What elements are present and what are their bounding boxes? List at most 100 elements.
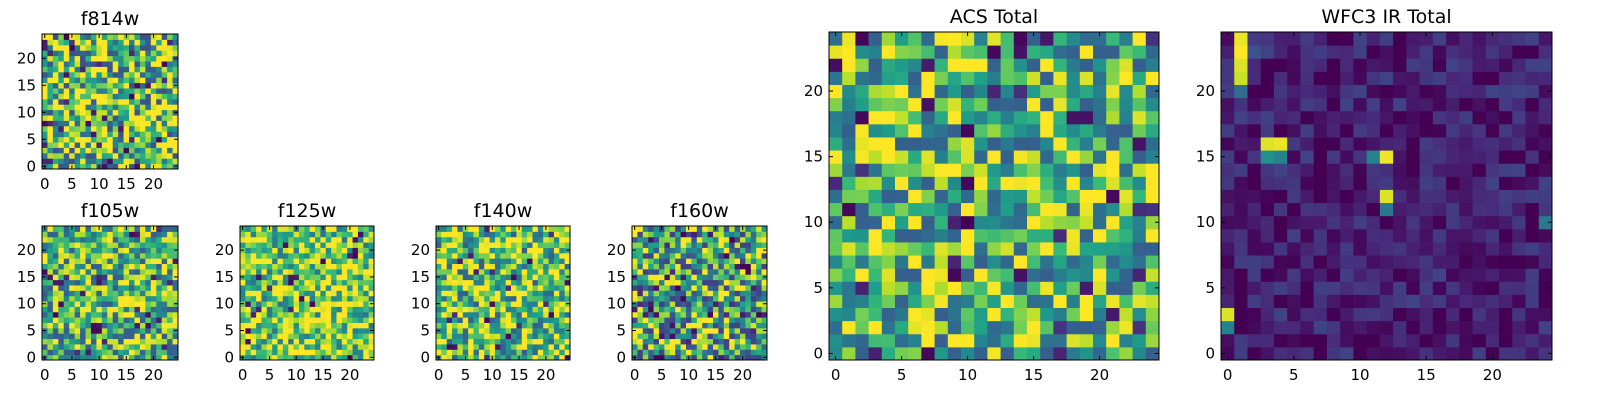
heatmap-cell: [1287, 84, 1301, 99]
heatmap-cell: [58, 317, 65, 323]
heatmap-cell: [245, 343, 252, 350]
heatmap-cell: [511, 231, 517, 238]
heatmap-cell: [112, 236, 119, 243]
heatmap-cell: [947, 163, 962, 177]
heatmap-cell: [750, 279, 757, 286]
heatmap-cell: [707, 338, 714, 345]
heatmap-cell: [457, 258, 464, 265]
heatmap-cell: [1393, 45, 1407, 59]
heatmap-cell: [272, 274, 279, 281]
heatmap-cell: [256, 284, 262, 291]
heatmap-cell: [468, 322, 475, 329]
heatmap-cell: [947, 136, 962, 151]
heatmap-cell: [648, 279, 655, 286]
heatmap-cell: [293, 306, 300, 313]
heatmap-cell: [139, 55, 146, 62]
heatmap-cell: [1512, 294, 1527, 309]
heatmap-cell: [256, 242, 262, 248]
heatmap-cell: [309, 231, 316, 238]
heatmap-cell: [761, 333, 768, 340]
heatmap-cell: [336, 231, 343, 238]
heatmap-cell: [80, 301, 87, 307]
heatmap-cell: [868, 71, 883, 85]
y-tick-label: 20: [411, 241, 430, 259]
heatmap-cell: [457, 333, 464, 340]
heatmap-cell: [1446, 163, 1460, 177]
heatmap-cell: [921, 110, 936, 125]
heatmap-cell: [908, 84, 922, 99]
heatmap-cell: [974, 71, 988, 85]
heatmap-cell: [516, 349, 523, 356]
heatmap-cell: [1000, 110, 1015, 125]
heatmap-cell: [659, 343, 665, 350]
heatmap-cell: [1093, 307, 1107, 322]
heatmap-cell: [1472, 123, 1487, 138]
heatmap-cell: [1106, 255, 1120, 269]
heatmap-cell: [112, 252, 119, 259]
heatmap-cell: [675, 242, 682, 248]
heatmap-cell: [172, 306, 179, 313]
heatmap-cell: [468, 349, 475, 356]
heatmap-cell: [521, 322, 528, 329]
heatmap-cell: [145, 88, 152, 94]
heatmap-cell: [1234, 136, 1248, 151]
heatmap-cell: [74, 98, 81, 105]
heatmap-cell: [1027, 176, 1041, 190]
heatmap-cell: [52, 120, 59, 127]
heatmap-cell: [446, 311, 453, 318]
heatmap-cell: [462, 247, 469, 254]
heatmap-cell: [150, 147, 157, 154]
heatmap-cell: [1247, 163, 1262, 177]
heatmap-cell: [686, 236, 692, 243]
heatmap-cell: [1446, 71, 1460, 85]
heatmap-cell: [134, 34, 141, 40]
heatmap-cell: [129, 226, 135, 232]
heatmap-cell: [729, 279, 736, 286]
heatmap-cell: [718, 306, 725, 313]
heatmap-cell: [468, 311, 475, 318]
heatmap-cell: [80, 258, 87, 265]
heatmap-cell: [1040, 346, 1054, 361]
heatmap-cell: [1132, 215, 1147, 230]
heatmap-cell: [855, 202, 870, 217]
heatmap-cell: [543, 290, 550, 297]
heatmap-cell: [1247, 307, 1262, 322]
heatmap-cell: [63, 252, 70, 259]
heatmap-cell: [723, 247, 730, 254]
heatmap-cell: [664, 268, 671, 275]
heatmap-cell: [90, 301, 97, 307]
heatmap-cell: [516, 327, 523, 334]
heatmap-cell: [1393, 189, 1407, 204]
heatmap-cell: [1538, 123, 1553, 138]
heatmap-cell: [309, 333, 316, 340]
heatmap-cell: [729, 317, 736, 323]
heatmap-cell: [500, 306, 507, 313]
heatmap-cell: [473, 338, 480, 345]
heatmap-cell: [934, 110, 949, 125]
heatmap-cell: [129, 147, 135, 154]
heatmap-cell: [58, 131, 65, 138]
heatmap-cell: [52, 242, 59, 248]
heatmap-cell: [150, 236, 157, 243]
heatmap-cell: [1145, 255, 1160, 269]
heatmap-cell: [987, 281, 1002, 295]
heatmap-cell: [139, 125, 146, 132]
heatmap-cell: [696, 295, 703, 302]
heatmap-cell: [756, 290, 763, 297]
heatmap-cell: [462, 231, 469, 238]
heatmap-cell: [363, 247, 370, 254]
heatmap-cell: [632, 279, 638, 286]
heatmap-cell: [987, 136, 1002, 151]
heatmap-cell: [80, 274, 87, 281]
heatmap-cell: [304, 295, 311, 302]
heatmap-cell: [363, 333, 370, 340]
heatmap-cell: [145, 131, 152, 138]
heatmap-cell: [516, 231, 523, 238]
heatmap-cell: [1221, 32, 1235, 46]
heatmap-cell: [80, 34, 87, 40]
heatmap-cell: [150, 268, 157, 275]
heatmap-cell: [881, 202, 896, 217]
heatmap-cell: [734, 242, 741, 248]
heatmap-cell: [1247, 176, 1262, 190]
heatmap-cell: [745, 295, 752, 302]
